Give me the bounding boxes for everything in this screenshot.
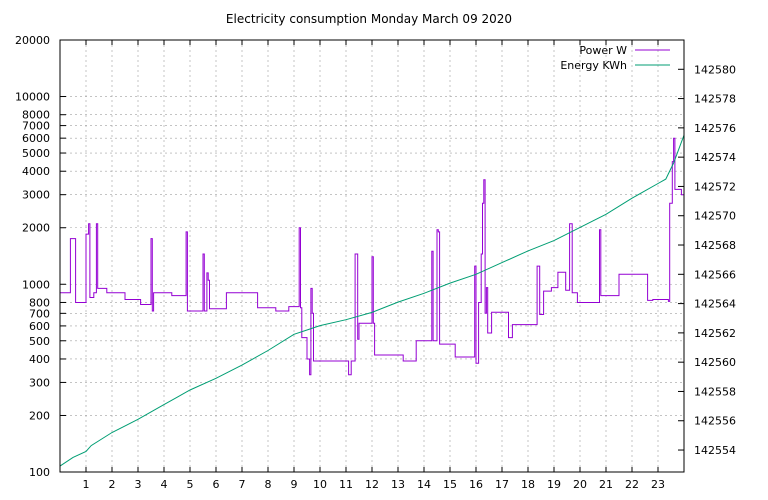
y2-tick-label: 142556 — [694, 415, 736, 428]
y-tick-label: 100 — [29, 466, 50, 479]
y-tick-label: 300 — [29, 376, 50, 389]
y-tick-label: 2000 — [22, 222, 50, 235]
y-tick-label: 200 — [29, 409, 50, 422]
y2-tick-label: 142580 — [694, 63, 736, 76]
y-tick-label: 500 — [29, 335, 50, 348]
x-tick-label: 22 — [625, 478, 639, 491]
y2-tick-label: 142570 — [694, 210, 736, 223]
y-tick-label: 4000 — [22, 165, 50, 178]
y2-tick-label: 142574 — [694, 151, 736, 164]
x-tick-label: 2 — [109, 478, 116, 491]
y-tick-label: 3000 — [22, 189, 50, 202]
plot-frame — [59, 39, 685, 473]
y2-tick-label: 142562 — [694, 327, 736, 340]
x-tick-label: 6 — [213, 478, 220, 491]
x-tick-label: 21 — [599, 478, 613, 491]
x-tick-label: 7 — [239, 478, 246, 491]
x-tick-label: 1 — [83, 478, 90, 491]
y2-tick-label: 142560 — [694, 356, 736, 369]
series-line-energy-kwh — [59, 135, 685, 467]
x-tick-label: 18 — [521, 478, 535, 491]
chart-title: Electricity consumption Monday March 09 … — [226, 12, 512, 26]
y2-tick-label: 142576 — [694, 122, 736, 135]
axis-ticks: 1 2 3 4 5 6 7 8 9 10 11 12 13 14 15 16 17 18 19 20 21 22 23100… — [15, 34, 736, 491]
y-tick-label: 600 — [29, 320, 50, 333]
y-tick-label: 7000 — [22, 120, 50, 133]
y-tick-label: 20000 — [15, 34, 50, 47]
y2-tick-label: 142564 — [694, 298, 736, 311]
x-tick-label: 19 — [547, 478, 561, 491]
y-tick-label: 8000 — [22, 109, 50, 122]
y-tick-label: 1000 — [22, 278, 50, 291]
y-tick-label: 5000 — [22, 147, 50, 160]
y-tick-label: 700 — [29, 307, 50, 320]
y2-tick-label: 142568 — [694, 239, 736, 252]
y2-tick-label: 142554 — [694, 444, 736, 457]
y2-tick-label: 142558 — [694, 385, 736, 398]
y2-tick-label: 142578 — [694, 93, 736, 106]
x-tick-label: 5 — [187, 478, 194, 491]
x-tick-label: 10 — [313, 478, 327, 491]
x-tick-label: 16 — [469, 478, 483, 491]
x-tick-label: 20 — [573, 478, 587, 491]
x-tick-label: 8 — [265, 478, 272, 491]
x-tick-label: 13 — [391, 478, 405, 491]
y2-tick-label: 142572 — [694, 180, 736, 193]
x-tick-label: 23 — [651, 478, 665, 491]
x-tick-label: 14 — [417, 478, 431, 491]
y2-tick-label: 142566 — [694, 268, 736, 281]
y-tick-label: 800 — [29, 296, 50, 309]
x-tick-label: 17 — [495, 478, 509, 491]
x-tick-label: 11 — [339, 478, 353, 491]
legend: Power W Energy KWh — [560, 44, 670, 72]
legend-label: Energy KWh — [560, 59, 627, 72]
x-tick-label: 12 — [365, 478, 379, 491]
x-tick-label: 15 — [443, 478, 457, 491]
y-tick-label: 400 — [29, 353, 50, 366]
grid-lines — [60, 39, 684, 473]
legend-label: Power W — [579, 44, 627, 57]
series-line-power-w — [60, 137, 684, 376]
x-tick-label: 4 — [161, 478, 168, 491]
y-tick-label: 10000 — [15, 91, 50, 104]
x-tick-label: 3 — [135, 478, 142, 491]
x-tick-label: 9 — [291, 478, 298, 491]
series-layer — [59, 135, 685, 467]
y-tick-label: 6000 — [22, 132, 50, 145]
